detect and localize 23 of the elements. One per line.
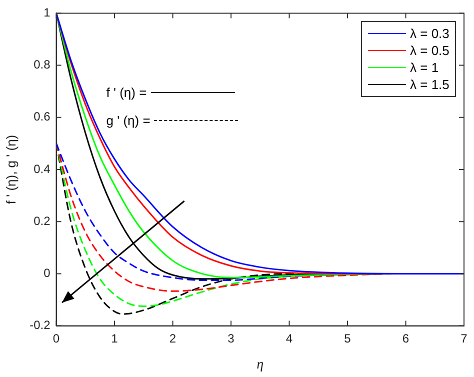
x-tick-label: 6 — [402, 331, 410, 346]
legend-label: λ = 0.5 — [410, 43, 450, 58]
annotation: f ' (η) = — [106, 85, 147, 100]
x-tick-label: 5 — [344, 331, 352, 346]
annotation: g ' (η) = — [106, 113, 150, 128]
legend-label: λ = 0.3 — [410, 26, 450, 42]
y-tick-label: 0.8 — [34, 58, 51, 72]
x-tick-label: 0 — [52, 331, 60, 346]
x-tick-label: 7 — [460, 331, 468, 346]
legend-label: λ = 1.5 — [410, 77, 450, 92]
x-tick-label: 4 — [286, 331, 293, 346]
x-tick-label: 2 — [169, 331, 176, 346]
y-axis-title: f ' (η), g ' (η) — [3, 134, 18, 204]
y-tick-label: 0 — [44, 266, 51, 280]
legend-label: λ = 1 — [410, 60, 439, 76]
y-tick-label: 0.4 — [34, 162, 51, 176]
y-tick-label: 1 — [44, 6, 51, 20]
y-tick-label: 0.6 — [34, 110, 51, 124]
x-tick-label: 3 — [228, 331, 235, 346]
x-axis-title: η — [256, 357, 264, 372]
x-tick-label: 1 — [111, 331, 118, 346]
y-tick-label: -0.2 — [30, 318, 51, 332]
y-tick-label: 0.2 — [34, 214, 51, 228]
